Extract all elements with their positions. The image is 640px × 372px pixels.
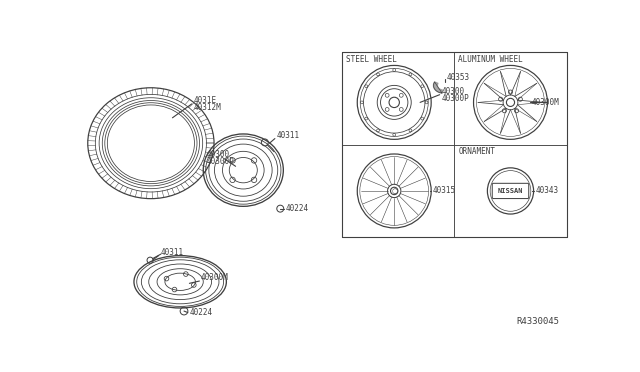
Text: 4031E: 4031E <box>193 96 216 105</box>
Text: 40312M: 40312M <box>193 103 221 112</box>
Text: 40300: 40300 <box>442 87 465 96</box>
Text: 40224: 40224 <box>285 204 308 213</box>
Text: ○: ○ <box>391 188 397 194</box>
Text: 40311: 40311 <box>276 131 300 140</box>
Polygon shape <box>433 82 442 93</box>
Text: R4330045: R4330045 <box>516 317 559 326</box>
Text: 40224: 40224 <box>189 308 212 317</box>
Text: 40300: 40300 <box>207 150 230 159</box>
Text: ORNAMENT: ORNAMENT <box>458 147 495 156</box>
Text: 40315: 40315 <box>433 186 456 195</box>
Text: 40300M: 40300M <box>201 273 228 282</box>
Text: 40300P: 40300P <box>442 94 470 103</box>
Text: 40300P: 40300P <box>207 157 235 166</box>
Text: NISSAN: NISSAN <box>498 188 524 194</box>
Text: STEEL WHEEL: STEEL WHEEL <box>346 55 397 64</box>
Text: ALUMINUM WHEEL: ALUMINUM WHEEL <box>458 55 523 64</box>
Text: 40311: 40311 <box>160 248 183 257</box>
Text: 40353: 40353 <box>447 73 470 82</box>
Text: 40343: 40343 <box>535 186 558 195</box>
Text: 40300M: 40300M <box>531 98 559 107</box>
